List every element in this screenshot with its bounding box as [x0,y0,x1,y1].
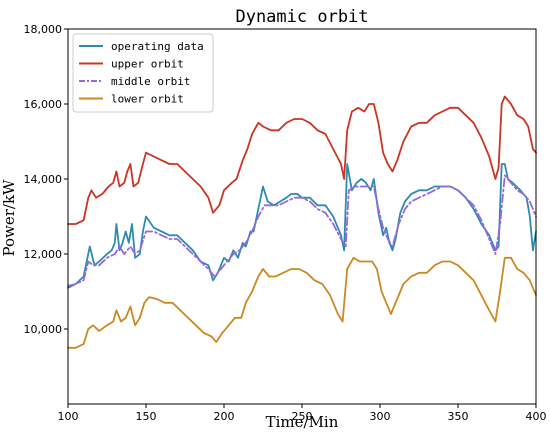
x-tick-label: 400 [526,410,547,423]
legend-label: upper orbit [111,58,184,71]
series-line-lower-orbit [67,256,537,349]
x-tick-label: 250 [292,410,313,423]
y-tick-label: 16,000 [24,98,63,111]
x-tick-label: 300 [370,410,391,423]
y-axis-ticks: 10,000 12,000 14,000 16,000 18,000 [24,23,68,336]
series-line-middle-orbit [67,174,537,287]
y-axis-label: Power/kW [0,179,18,257]
x-tick-label: 100 [58,410,79,423]
x-tick-label: 200 [214,410,235,423]
x-axis-ticks: 100 150 200 250 300 350 400 [58,404,547,423]
y-tick-label: 14,000 [24,173,63,186]
x-tick-label: 150 [136,410,157,423]
legend-label: operating data [111,40,204,53]
series-layer [67,95,537,349]
chart-title: Dynamic orbit [235,7,368,27]
series-line-upper-orbit [67,95,537,225]
legend: operating data upper orbit middle orbit low… [72,33,214,113]
legend-box [72,33,214,113]
y-tick-label: 10,000 [24,323,63,336]
legend-label: middle orbit [111,75,190,88]
legend-label: lower orbit [111,93,184,106]
y-tick-label: 12,000 [24,248,63,261]
x-axis-label: Time/Min [266,413,339,431]
x-tick-label: 350 [448,410,469,423]
y-tick-label: 18,000 [24,23,63,36]
